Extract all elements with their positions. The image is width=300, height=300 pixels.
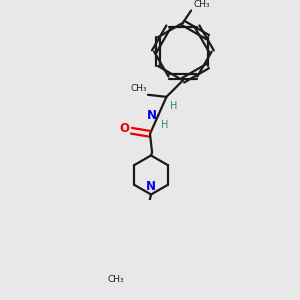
Text: CH₃: CH₃	[108, 275, 124, 284]
Text: CH₃: CH₃	[130, 84, 147, 93]
Text: N: N	[147, 109, 157, 122]
Text: CH₃: CH₃	[193, 1, 210, 10]
Text: H: H	[161, 121, 169, 130]
Text: O: O	[119, 122, 129, 135]
Text: N: N	[146, 181, 156, 194]
Text: H: H	[169, 101, 177, 111]
